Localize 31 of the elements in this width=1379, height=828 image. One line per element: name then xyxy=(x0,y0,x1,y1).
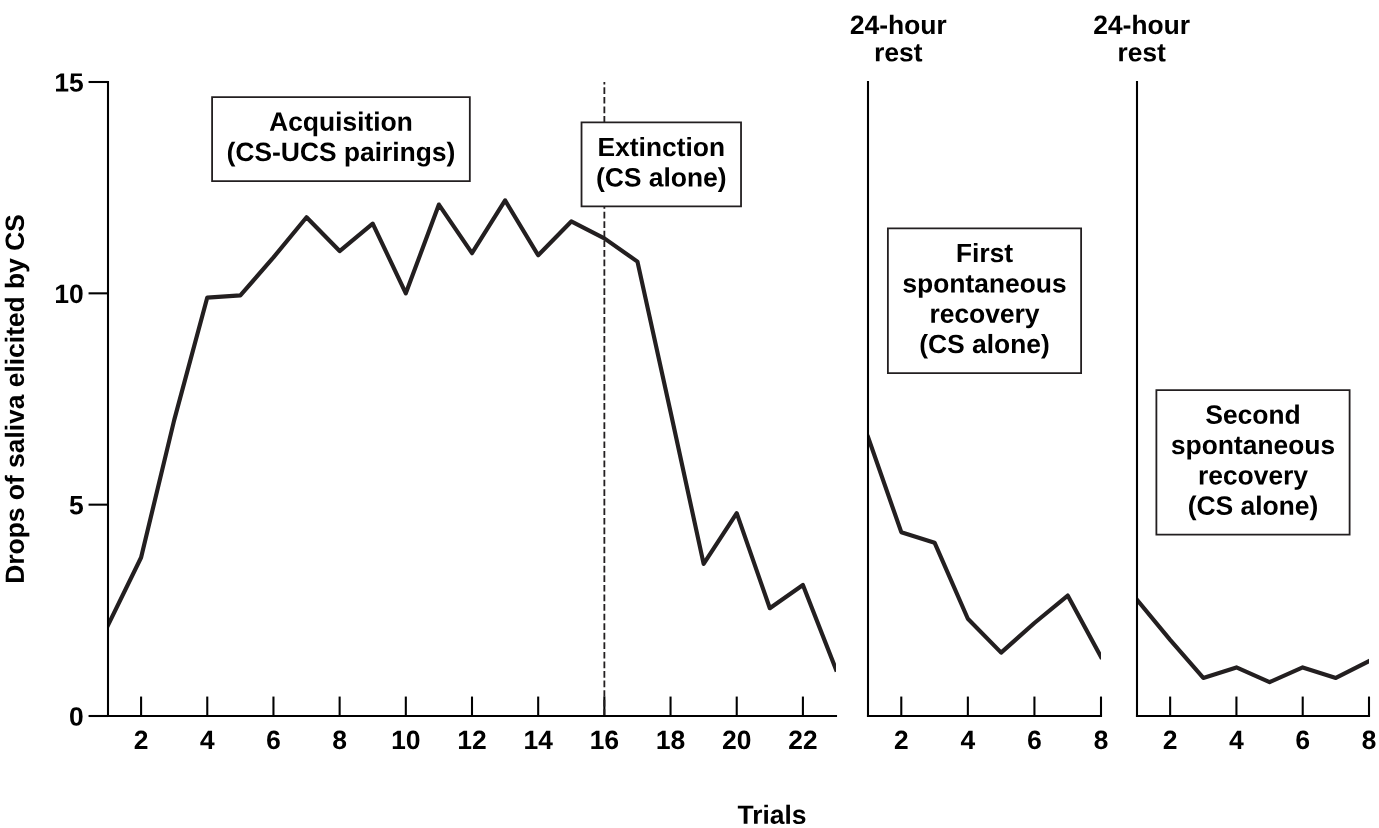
x-tick-label: 12 xyxy=(458,730,486,750)
x-tick-label: 2 xyxy=(134,730,148,750)
y-axis-title: Drops of saliva elicited by CS xyxy=(4,215,30,582)
x-tick-label: 2 xyxy=(1163,730,1177,750)
x-tick-label: 4 xyxy=(1229,730,1244,750)
x-tick-label: 14 xyxy=(525,730,553,750)
x-tick-label: 16 xyxy=(591,730,619,750)
x-tick-label: 20 xyxy=(722,730,751,750)
x-tick-label: 6 xyxy=(267,730,280,750)
y-tick-label: 15 xyxy=(56,73,83,92)
x-tick-label: 6 xyxy=(1296,730,1310,750)
y-tick-label: 10 xyxy=(56,284,83,304)
annotation: Second spontaneous recovery (CS alone) xyxy=(1171,404,1335,521)
x-tick-label: 8 xyxy=(1094,730,1108,750)
text: 24-hour rest xyxy=(1094,14,1190,62)
x-tick-label: 4 xyxy=(200,730,215,750)
annotation: Extinction (CS alone) xyxy=(597,136,726,192)
x-tick-label: 8 xyxy=(1362,730,1376,750)
annotation: Acquisition (CS-UCS pairings) xyxy=(227,111,455,167)
x-tick-label: 22 xyxy=(789,730,817,750)
x-tick-label: 18 xyxy=(657,730,685,750)
x-tick-label: 8 xyxy=(333,730,347,750)
text: 24-hour rest xyxy=(850,14,947,62)
x-axis-title: Trials xyxy=(737,804,806,825)
y-tick-label: 5 xyxy=(69,496,83,515)
annotation: First spontaneous recovery (CS alone) xyxy=(903,242,1066,359)
y-tick-label: 0 xyxy=(70,707,83,726)
x-tick-label: 6 xyxy=(1028,730,1041,750)
x-tick-label: 10 xyxy=(392,730,420,750)
x-tick-label: 4 xyxy=(960,730,976,750)
x-tick-label: 2 xyxy=(894,730,908,750)
